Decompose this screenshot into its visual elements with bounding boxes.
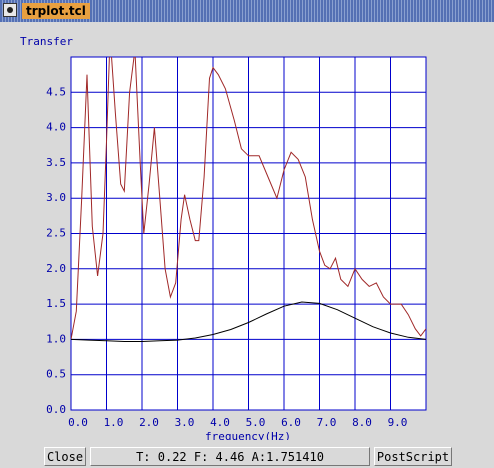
series-line (71, 301, 426, 342)
postscript-button[interactable]: PostScript (374, 447, 452, 466)
x-tick-label: 3.0 (175, 416, 195, 429)
x-tick-label: 0.0 (68, 416, 88, 429)
x-axis-label: frequency(Hz) (205, 430, 291, 440)
x-tick-label: 4.0 (210, 416, 230, 429)
close-button[interactable]: Close (44, 447, 86, 466)
status-label: T: 0.22 F: 4.46 A:1.751410 (90, 447, 370, 466)
x-tick-label: 8.0 (352, 416, 372, 429)
chart: Transfer frequency(Hz) 0.0 0.5 1.0 1.5 2.0 2.… (20, 35, 427, 440)
y-tick-label: 2.0 (46, 262, 66, 275)
y-tick-label: 4.5 (46, 85, 66, 98)
x-tick-label: 9.0 (388, 416, 408, 429)
y-axis-label: Transfer (20, 35, 73, 48)
y-tick-label: 3.5 (46, 156, 66, 169)
x-tick-label: 6.0 (281, 416, 301, 429)
close-icon[interactable] (3, 3, 17, 17)
x-tick-label: 1.0 (104, 416, 124, 429)
y-tick-label: 1.0 (46, 332, 66, 345)
y-tick-label: 2.5 (46, 227, 66, 240)
x-tick-label: 2.0 (139, 416, 159, 429)
y-tick-label: 1.5 (46, 297, 66, 310)
series-line (71, 57, 426, 340)
y-tick-label: 3.0 (46, 191, 66, 204)
title-bar: trplot.tcl (0, 0, 494, 22)
x-tick-label: 7.0 (317, 416, 337, 429)
y-tick-label: 4.0 (46, 121, 66, 134)
window-title: trplot.tcl (22, 3, 90, 19)
x-tick-label: 5.0 (246, 416, 266, 429)
y-tick-label: 0.5 (46, 368, 66, 381)
y-tick-label: 0.0 (46, 403, 66, 416)
